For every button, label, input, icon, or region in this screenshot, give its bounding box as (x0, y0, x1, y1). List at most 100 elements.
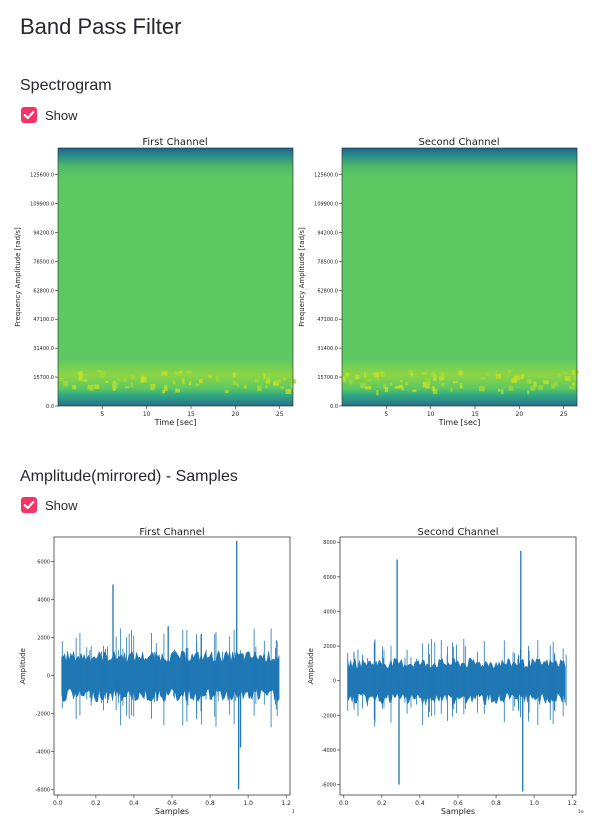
spectrogram-bright-cell (425, 378, 431, 384)
spectrogram-bright-cell (422, 381, 427, 388)
spectrogram-bright-cell (94, 384, 100, 390)
spectrogram-bright-cell (175, 388, 180, 393)
spectrogram-bright-cell (176, 371, 183, 376)
spectrogram-bright-cell (400, 379, 403, 383)
spectrogram-bright-cell (268, 381, 271, 385)
spectrogram-bright-cell (184, 370, 189, 374)
x-tick-label: 1.2 (281, 800, 291, 807)
y-tick-label: 0.0 (330, 404, 338, 410)
plot-frame (341, 147, 578, 407)
x-tick-label: 0.2 (91, 800, 101, 807)
y-tick-label: 78500.0 (33, 259, 54, 265)
spectrogram-bright-cell (376, 376, 380, 380)
spectrogram-bright-cell (112, 382, 118, 389)
spectrogram-bright-cell (425, 383, 430, 389)
spectrogram-bright-cell (164, 385, 168, 391)
y-tick-label: 6000 (323, 575, 336, 581)
spectrogram-bright-cell (495, 373, 502, 379)
spectrogram-bright-cell (78, 376, 83, 381)
spectrogram-bright-cell (508, 370, 512, 373)
spectrogram-bright-cell (408, 369, 413, 375)
spectrogram-bright-cell (450, 387, 453, 392)
y-tick-label: 109900.0 (30, 201, 54, 207)
spectrogram-bright-cell (290, 379, 297, 384)
spectrogram-bright-cell (266, 378, 271, 384)
y-tick-label: 94200.0 (33, 230, 54, 236)
spectrogram-bright-cell (563, 371, 568, 375)
spectrogram-bright-cell (513, 375, 520, 381)
spectrogram-bright-cell (342, 376, 346, 382)
spectrogram-bright-cell (432, 386, 435, 392)
x-tick-label: 20 (516, 411, 524, 418)
x-tick-label: 20 (232, 411, 240, 418)
amplitude-show-label: Show (45, 497, 78, 513)
spectrogram-bright-cell (572, 369, 575, 375)
spectrogram-bright-cell (215, 375, 219, 382)
spectrogram-bright-cell (150, 387, 154, 391)
spectrogram-bright-cell (272, 381, 279, 386)
y-axis-label: Frequency Amplitude [rad/s] (298, 227, 306, 327)
spectrogram-bright-cell (257, 385, 262, 392)
spectrogram-bright-cell (188, 370, 192, 374)
y-tick-label: 6000 (37, 560, 50, 566)
spectrogram-bright-cell (161, 371, 168, 376)
spectrogram-bright-cell (195, 383, 200, 386)
spectrogram-bright-cell (224, 389, 230, 394)
amplitude-show-checkbox[interactable]: Show (21, 497, 78, 513)
spectrogram-bright-cell (188, 381, 192, 386)
spectrogram-bright-cell (385, 387, 389, 393)
spectrogram-bright-cell (458, 370, 463, 376)
spectrogram-bright-cell (478, 385, 485, 392)
x-tick-label: 0.4 (129, 800, 139, 807)
y-tick-label: 0 (47, 673, 50, 679)
spectrogram-bright-cell (243, 384, 247, 389)
spectrogram-bright-cell (255, 379, 259, 383)
spectrogram-bright-cell (480, 377, 486, 380)
spectrogram-bright-cell (280, 386, 284, 389)
spectrogram-bright-cell (383, 383, 387, 389)
spectrogram-bright-cell (438, 376, 445, 381)
y-tick-label: 78500.0 (317, 259, 338, 265)
y-tick-label: -4000 (321, 748, 336, 754)
spectrogram-bright-cell (459, 382, 463, 389)
spectrogram-bright-cell (140, 377, 147, 383)
x-tick-label: 5 (100, 411, 104, 418)
x-axis-label: Samples (441, 807, 475, 816)
y-tick-label: -6000 (321, 783, 336, 789)
y-tick-label: 0.0 (46, 404, 54, 410)
spectrogram-show-checkbox[interactable]: Show (21, 107, 78, 123)
x-tick-label: 25 (560, 411, 568, 418)
spectrogram-bright-cell (565, 376, 571, 381)
x-tick-label: 0.8 (205, 800, 215, 807)
spectrogram-section-title: Spectrogram (20, 77, 112, 94)
x-tick-label: 0.6 (453, 800, 463, 807)
amplitude-first-channel-chart: 1e6 First Channel 0.0 0.2 0.4 0.6 0.8 1.0 1.2 -60… (19, 527, 294, 816)
spectrogram-bright-cell (527, 390, 530, 395)
y-axis-label: Amplitude (307, 648, 315, 684)
spectrogram-bright-cell (440, 372, 445, 377)
spectrogram-bright-cell (373, 372, 379, 378)
spectrogram-bright-cell (421, 372, 427, 375)
y-axis-label: Frequency Amplitude [rad/s] (14, 227, 22, 327)
spectrogram-show-label: Show (45, 107, 78, 123)
spectrogram-bright-cell (263, 373, 266, 379)
y-tick-label: -6000 (35, 787, 50, 793)
page-title: Band Pass Filter (20, 14, 182, 39)
y-tick-label: 47100.0 (317, 317, 338, 323)
y-tick-label: 62800.0 (33, 288, 54, 294)
y-tick-label: 31400.0 (317, 346, 338, 352)
spectrogram-bright-cell (366, 379, 372, 382)
spectrogram-bright-cell (236, 383, 239, 387)
spectrogram-bright-cell (398, 384, 403, 389)
y-tick-label: 2000 (37, 636, 50, 642)
spectrogram-bright-cell (232, 372, 236, 378)
spectrogram-bright-cell (124, 386, 130, 389)
spectrogram-bright-cell (576, 370, 579, 374)
spectrogram-bright-cell (511, 378, 517, 383)
spectrogram-bright-cell (275, 379, 281, 383)
spectrogram-bright-cell (78, 372, 82, 379)
spectrogram-heatmap (342, 148, 577, 406)
spectrogram-bright-cell (365, 385, 371, 390)
y-tick-label: 125600.0 (314, 173, 338, 179)
y-axis-label: Amplitude (19, 648, 27, 684)
